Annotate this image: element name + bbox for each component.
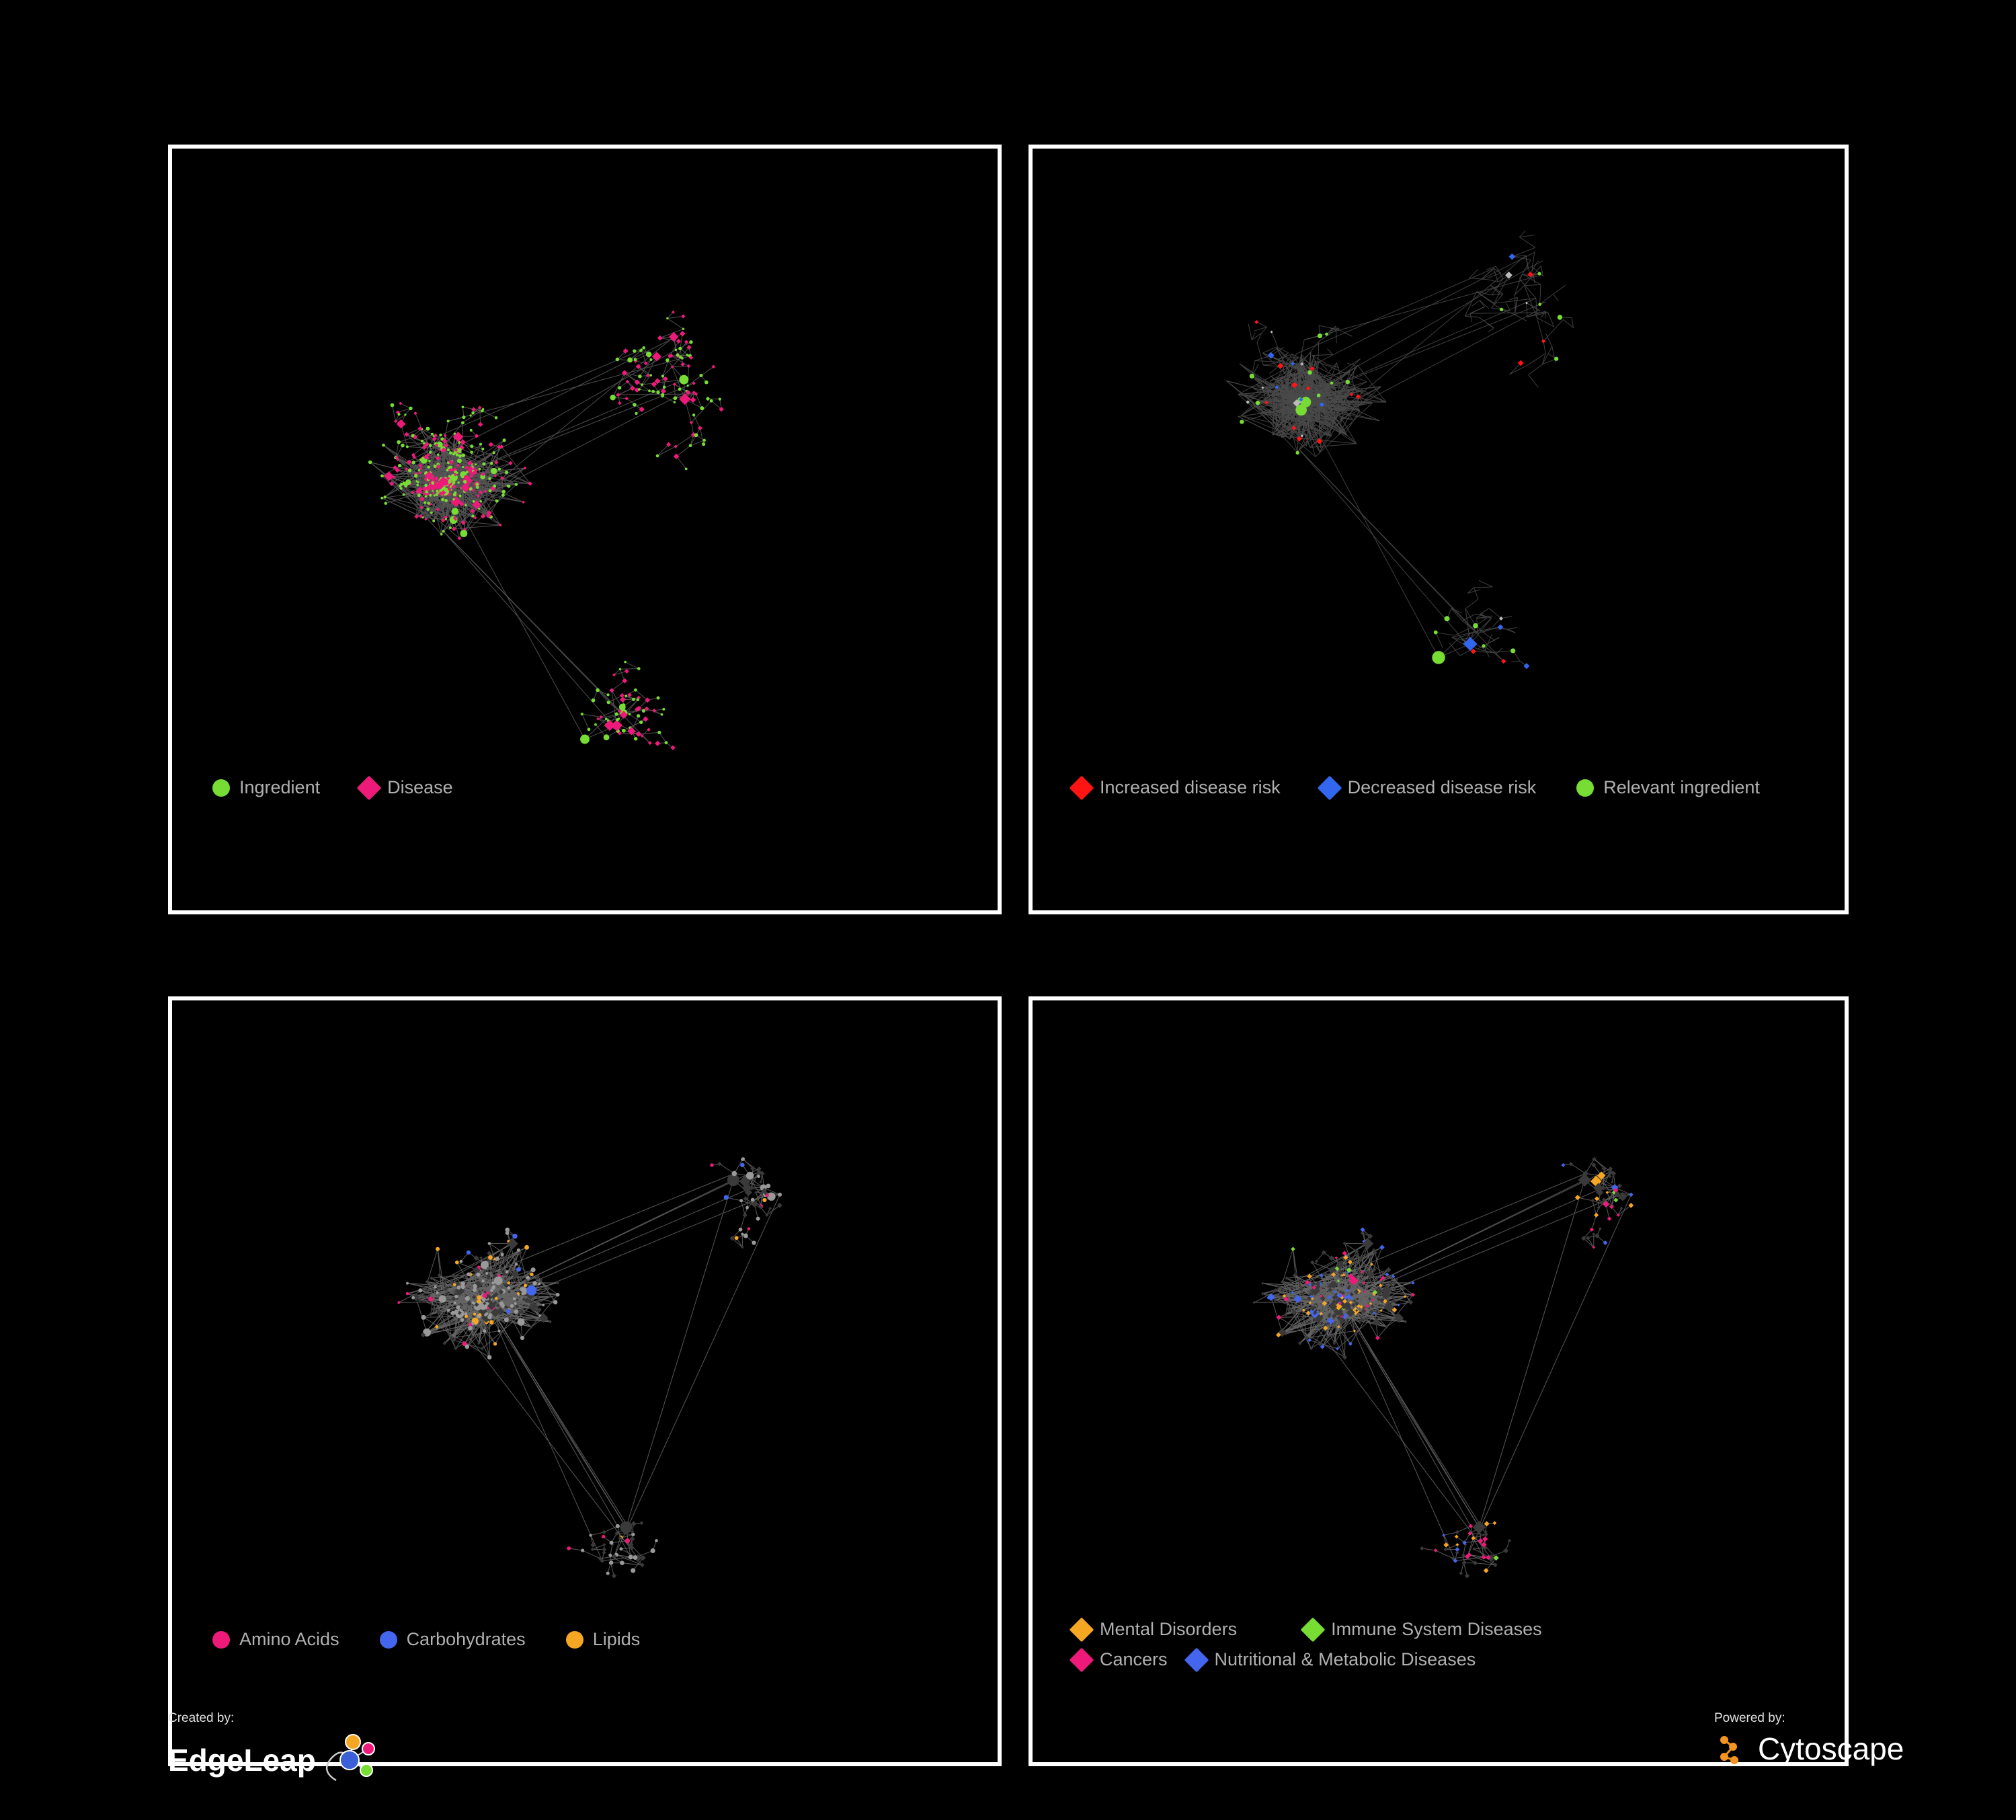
- mental-disorders-icon: [1070, 1617, 1094, 1642]
- panel-ingredient-disease-network: Ingredient Disease: [168, 145, 1002, 914]
- dashboard-canvas: Ingredient Disease Increased disease ris…: [0, 0, 2016, 1820]
- created-by-label: Created by:: [168, 1711, 383, 1726]
- lipids-icon: [566, 1631, 583, 1649]
- legend-item-relevant-ingredient: Relevant ingredient: [1576, 777, 1760, 798]
- legend-label-ingredient: Ingredient: [239, 777, 320, 798]
- ingredient-icon: [212, 779, 230, 797]
- panel-disease-risk-network: Increased disease risk Decreased disease…: [1029, 145, 1849, 914]
- disease-icon: [357, 775, 382, 800]
- legend-label-cancers: Cancers: [1100, 1649, 1168, 1670]
- panel-disease-category-network: Mental Disorders Immune System Diseases …: [1029, 996, 1849, 1766]
- legend-label-mental-disorders: Mental Disorders: [1100, 1619, 1237, 1640]
- legend-item-disease: Disease: [360, 777, 453, 798]
- decreased-risk-icon: [1317, 775, 1342, 800]
- powered-by-label: Powered by:: [1714, 1711, 1904, 1726]
- legend-item-amino-acids: Amino Acids: [212, 1629, 339, 1650]
- increased-risk-icon: [1070, 775, 1094, 800]
- legend-label-disease: Disease: [387, 777, 453, 798]
- edgeleap-logo-text[interactable]: EdgeLeap: [168, 1742, 316, 1778]
- branding-created-by: Created by: EdgeLeap: [168, 1711, 383, 1790]
- cancers-icon: [1070, 1647, 1094, 1672]
- legend-label-amino-acids: Amino Acids: [239, 1629, 339, 1650]
- relevant-ingredient-icon: [1576, 779, 1594, 797]
- legend-label-immune-system-diseases: Immune System Diseases: [1331, 1619, 1542, 1640]
- panel-nutrient-category-network: Amino Acids Carbohydrates Lipids: [168, 996, 1002, 1766]
- legend-item-cancers: Cancers: [1073, 1649, 1168, 1670]
- legend-label-lipids: Lipids: [593, 1629, 641, 1650]
- cytoscape-logo-icon[interactable]: [1714, 1730, 1751, 1767]
- legend-item-mental-disorders: Mental Disorders: [1073, 1619, 1237, 1640]
- immune-system-diseases-icon: [1301, 1617, 1326, 1642]
- legend-item-decreased-risk: Decreased disease risk: [1321, 777, 1537, 798]
- amino-acids-icon: [212, 1631, 230, 1649]
- legend-item-increased-risk: Increased disease risk: [1073, 777, 1281, 798]
- legend-item-immune-system-diseases: Immune System Diseases: [1304, 1619, 1542, 1640]
- legend-label-carbohydrates: Carbohydrates: [407, 1629, 526, 1650]
- legend-label-decreased-risk: Decreased disease risk: [1348, 777, 1537, 798]
- legend-item-ingredient: Ingredient: [212, 777, 320, 798]
- legend-item-nutritional-metabolic-diseases: Nutritional & Metabolic Diseases: [1188, 1649, 1476, 1670]
- carbohydrates-icon: [380, 1631, 397, 1649]
- edgeleap-logo-icon[interactable]: [323, 1730, 383, 1790]
- legend-label-nutritional-metabolic-diseases: Nutritional & Metabolic Diseases: [1215, 1649, 1476, 1670]
- legend-item-lipids: Lipids: [566, 1629, 641, 1650]
- cytoscape-logo-text[interactable]: Cytoscape: [1758, 1731, 1904, 1767]
- branding-powered-by: Powered by: Cytoscape: [1714, 1711, 1904, 1767]
- legend-label-increased-risk: Increased disease risk: [1100, 777, 1281, 798]
- legend-item-carbohydrates: Carbohydrates: [380, 1629, 526, 1650]
- nutritional-metabolic-diseases-icon: [1184, 1647, 1209, 1672]
- legend-label-relevant-ingredient: Relevant ingredient: [1603, 777, 1760, 798]
